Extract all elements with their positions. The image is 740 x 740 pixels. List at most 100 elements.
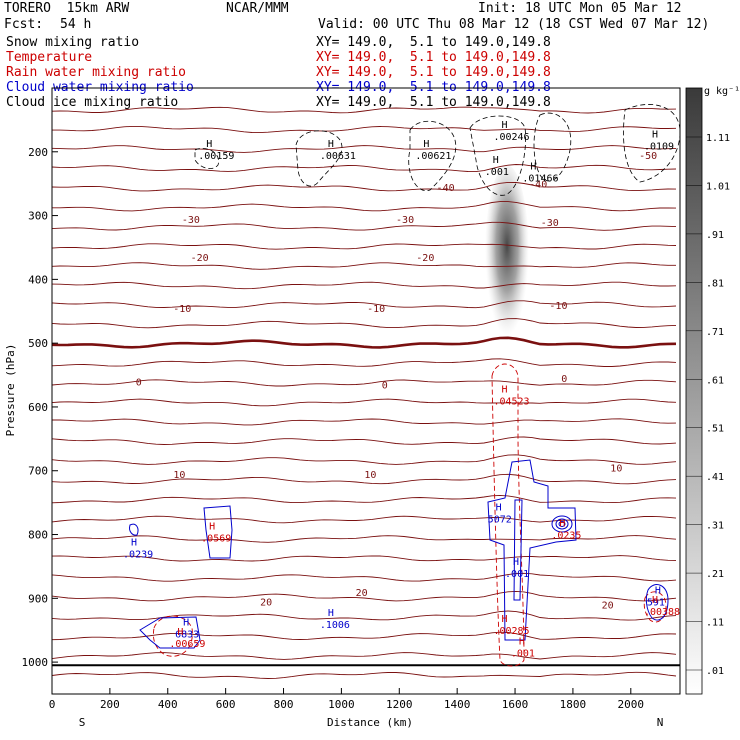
maximum-value: .01466 bbox=[522, 173, 558, 184]
field-name-temperature: Temperature bbox=[6, 50, 93, 65]
colorbar-label: .41 bbox=[706, 472, 724, 483]
maximum-value: .00621 bbox=[415, 151, 451, 162]
isotherm-label: 20 bbox=[602, 601, 614, 612]
maximum-marker: H bbox=[501, 385, 507, 396]
colorbar-label: .71 bbox=[706, 327, 724, 338]
cloud-water-contour bbox=[555, 518, 569, 530]
maximum-marker: H bbox=[530, 161, 536, 172]
colorbar-label: 1.01 bbox=[706, 181, 730, 192]
colorbar-unit: g kg⁻¹ bbox=[704, 86, 740, 97]
temperature-isotherm bbox=[52, 652, 677, 660]
fcst-label: Fcst: bbox=[4, 17, 44, 32]
isotherm-label: 10 bbox=[364, 470, 376, 481]
temperature-isotherm bbox=[52, 106, 677, 114]
cloud-ice-contours bbox=[194, 104, 680, 196]
cloud-water-contours bbox=[129, 459, 669, 649]
isotherm-label: 20 bbox=[260, 598, 272, 609]
temperature-isotherm bbox=[52, 436, 677, 445]
maximum-marker: H bbox=[423, 139, 429, 150]
cloud-ice-contour bbox=[295, 130, 343, 187]
maximum-marker: H bbox=[177, 627, 183, 638]
fcst-value: 54 h bbox=[60, 17, 92, 32]
model-title: TORERO 15km ARW bbox=[4, 1, 130, 16]
isotherm-label: -10 bbox=[173, 304, 191, 315]
maximum-value: .1006 bbox=[320, 620, 350, 631]
maximum-marker: H bbox=[493, 155, 499, 166]
isotherm-label: -50 bbox=[639, 151, 657, 162]
south-end-label: S bbox=[79, 716, 86, 729]
maximum-value: 591 bbox=[647, 598, 665, 609]
temperature-isolines: -50 -40 -40 -30 -30 -30 -20 -20 -10 -10 -10 0 0 0 10 10… bbox=[52, 106, 680, 679]
cloud-water-contour bbox=[487, 459, 577, 641]
temperature-isotherm bbox=[52, 590, 677, 602]
maximum-marker: H bbox=[183, 617, 189, 628]
isotherm-label: -30 bbox=[396, 215, 414, 226]
maximum-value: .001 bbox=[505, 569, 529, 580]
x-tick-label: 400 bbox=[158, 698, 178, 711]
cloud-ice-contour bbox=[469, 115, 526, 196]
maximum-marker: H bbox=[206, 139, 212, 150]
isotherm-label: -10 bbox=[549, 301, 567, 312]
x-tick-label: 1400 bbox=[444, 698, 471, 711]
axes: 0 200 400 600 800 1000 1200 1400 1600 1800 2000200… bbox=[22, 146, 645, 711]
y-tick-label: 400 bbox=[28, 273, 48, 286]
y-tick-label: 200 bbox=[28, 146, 48, 159]
rain-contours bbox=[153, 363, 667, 667]
temperature-isotherm bbox=[52, 358, 677, 367]
y-tick-label: 1000 bbox=[22, 656, 49, 669]
x-axis-label: Distance (km) bbox=[327, 716, 413, 729]
isotherm-label: 0 bbox=[561, 374, 567, 385]
x-tick-label: 2000 bbox=[618, 698, 645, 711]
y-tick-label: 300 bbox=[28, 210, 48, 223]
y-tick-label: 900 bbox=[28, 592, 48, 605]
isotherm-label: -40 bbox=[437, 183, 455, 194]
isotherm-label: 10 bbox=[173, 470, 185, 481]
maximum-value: 5072 bbox=[488, 515, 512, 526]
x-tick-label: 1200 bbox=[386, 698, 413, 711]
snow-shading bbox=[485, 165, 529, 345]
isotherm-label: 0 bbox=[382, 381, 388, 392]
temperature-isotherm bbox=[52, 572, 677, 582]
temperature-isotherm bbox=[52, 610, 677, 621]
maximum-marker: H bbox=[652, 595, 658, 606]
maximum-marker: H bbox=[209, 522, 215, 533]
x-tick-label: 1800 bbox=[560, 698, 587, 711]
field-xy-cloud-ice: XY= 149.0, 5.1 to 149.0,149.8 bbox=[316, 95, 551, 110]
temperature-isotherm bbox=[52, 336, 677, 349]
x-tick-label: 200 bbox=[100, 698, 120, 711]
colorbar bbox=[685, 87, 703, 695]
field-xy-temperature: XY= 149.0, 5.1 to 149.0,149.8 bbox=[316, 50, 551, 65]
temperature-isotherm bbox=[52, 201, 677, 212]
temperature-isotherm bbox=[52, 535, 677, 543]
isotherm-label: 10 bbox=[610, 464, 622, 475]
maximum-value: .04523 bbox=[493, 397, 529, 408]
colorbar-label: .31 bbox=[706, 521, 724, 532]
cloud-water-contour bbox=[513, 499, 523, 601]
plot-frame bbox=[51, 87, 681, 695]
maximum-value: 6833 bbox=[175, 629, 199, 640]
isotherm-label: -30 bbox=[541, 218, 559, 229]
colorbar-label: .51 bbox=[706, 424, 724, 435]
colorbar-label: .61 bbox=[706, 375, 724, 386]
isotherm-label: 0 bbox=[136, 377, 142, 388]
isotherm-label: -40 bbox=[529, 180, 547, 191]
cloud-water-contour bbox=[551, 515, 573, 533]
maximum-value: .0569 bbox=[201, 534, 231, 545]
colorbar-label: .11 bbox=[706, 618, 724, 629]
maximum-marker: H bbox=[519, 637, 525, 648]
cloud-water-contour bbox=[139, 616, 201, 649]
x-tick-label: 1600 bbox=[502, 698, 529, 711]
x-tick-label: 800 bbox=[274, 698, 294, 711]
temperature-isotherm bbox=[52, 164, 677, 173]
maximum-value: .001 bbox=[485, 167, 509, 178]
temperature-isotherm bbox=[52, 418, 677, 426]
y-tick-label: 500 bbox=[28, 337, 48, 350]
temperature-isotherm bbox=[52, 221, 677, 231]
temperature-isotherm bbox=[52, 494, 677, 504]
colorbar-labels: 1.11 1.01 .91 .81 .71 .61 .51 .41 .31 .21 .11 .01 bbox=[686, 133, 730, 677]
x-tick-label: 1000 bbox=[328, 698, 355, 711]
cloud-ice-contour bbox=[533, 112, 572, 182]
plot-area: -50 -40 -40 -30 -30 -30 -20 -20 -10 -10 -10 0 0 0 10 10… bbox=[52, 104, 680, 679]
field-xy-snow: XY= 149.0, 5.1 to 149.0,149.8 bbox=[316, 35, 551, 50]
maximum-value: .00659 bbox=[169, 639, 205, 650]
